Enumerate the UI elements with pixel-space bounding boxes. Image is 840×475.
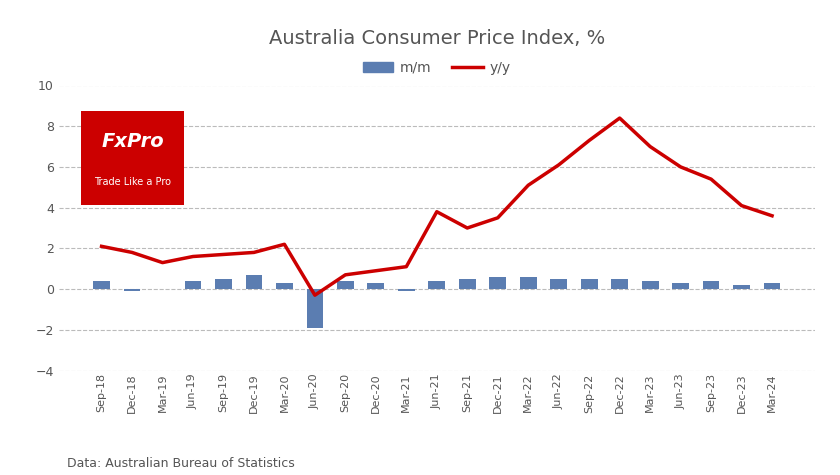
Text: Data: Australian Bureau of Statistics: Data: Australian Bureau of Statistics — [67, 457, 295, 470]
Bar — [550, 279, 567, 289]
Bar — [337, 281, 354, 289]
Bar — [764, 283, 780, 289]
Legend: m/m, y/y: m/m, y/y — [357, 56, 517, 80]
Text: Trade Like a Pro: Trade Like a Pro — [94, 177, 171, 187]
Bar — [733, 285, 750, 289]
Bar — [520, 277, 537, 289]
Bar — [245, 275, 262, 289]
Bar — [93, 281, 110, 289]
Bar — [642, 281, 659, 289]
Bar — [307, 289, 323, 328]
Bar — [459, 279, 475, 289]
Text: FxPro: FxPro — [101, 132, 164, 151]
Bar — [672, 283, 689, 289]
Title: Australia Consumer Price Index, %: Australia Consumer Price Index, % — [269, 29, 605, 48]
Bar — [215, 279, 232, 289]
Bar — [490, 277, 507, 289]
Bar — [185, 281, 202, 289]
Bar — [428, 281, 445, 289]
Bar — [612, 279, 628, 289]
Bar — [398, 289, 415, 291]
Bar — [276, 283, 293, 289]
Bar — [703, 281, 720, 289]
Bar — [580, 279, 597, 289]
Bar — [367, 283, 384, 289]
Bar — [123, 289, 140, 291]
FancyBboxPatch shape — [81, 111, 184, 205]
